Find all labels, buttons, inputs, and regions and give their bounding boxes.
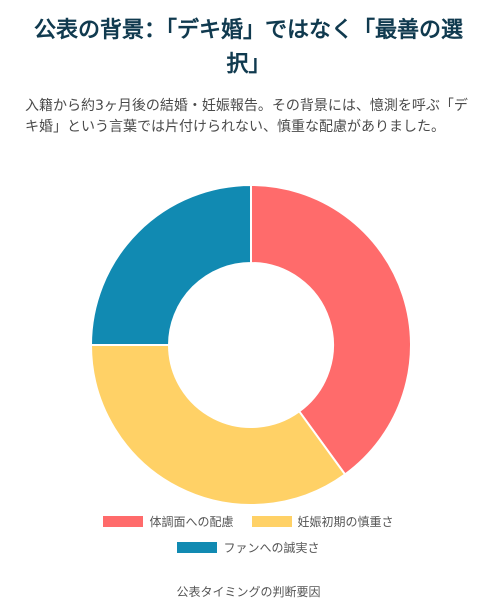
legend-swatch-2 (177, 542, 218, 553)
legend-item-2[interactable]: ファンへの誠実さ (177, 539, 320, 556)
legend-label-1: 妊娠初期の慎重さ (297, 515, 394, 529)
legend-label-2: ファンへの誠実さ (223, 541, 320, 555)
page-title: 公表の背景：「デキ婚」ではなく「最善の選択」 (33, 18, 463, 77)
chart-legend-row-1: 体調面への配慮 妊娠初期の慎重さ (0, 513, 497, 530)
chart-caption: 公表タイミングの判断要因 (176, 585, 321, 599)
legend-swatch-0 (103, 516, 144, 527)
legend-swatch-1 (251, 516, 292, 527)
doughnut-slice-0[interactable] (250, 183, 412, 476)
chart-legend-row-2: ファンへの誠実さ (0, 539, 497, 556)
legend-label-0: 体調面への配慮 (149, 515, 234, 529)
legend-item-0[interactable]: 体調面への配慮 (103, 513, 234, 530)
doughnut-chart (89, 183, 412, 506)
description-text: 入籍から約3ヶ月後の結婚・妊娠報告。その背景には、憶測を呼ぶ「デキ婚」という言葉… (25, 98, 468, 135)
legend-item-1[interactable]: 妊娠初期の慎重さ (251, 513, 394, 530)
doughnut-slice-2[interactable] (89, 183, 252, 346)
doughnut-slice-1[interactable] (89, 344, 347, 506)
